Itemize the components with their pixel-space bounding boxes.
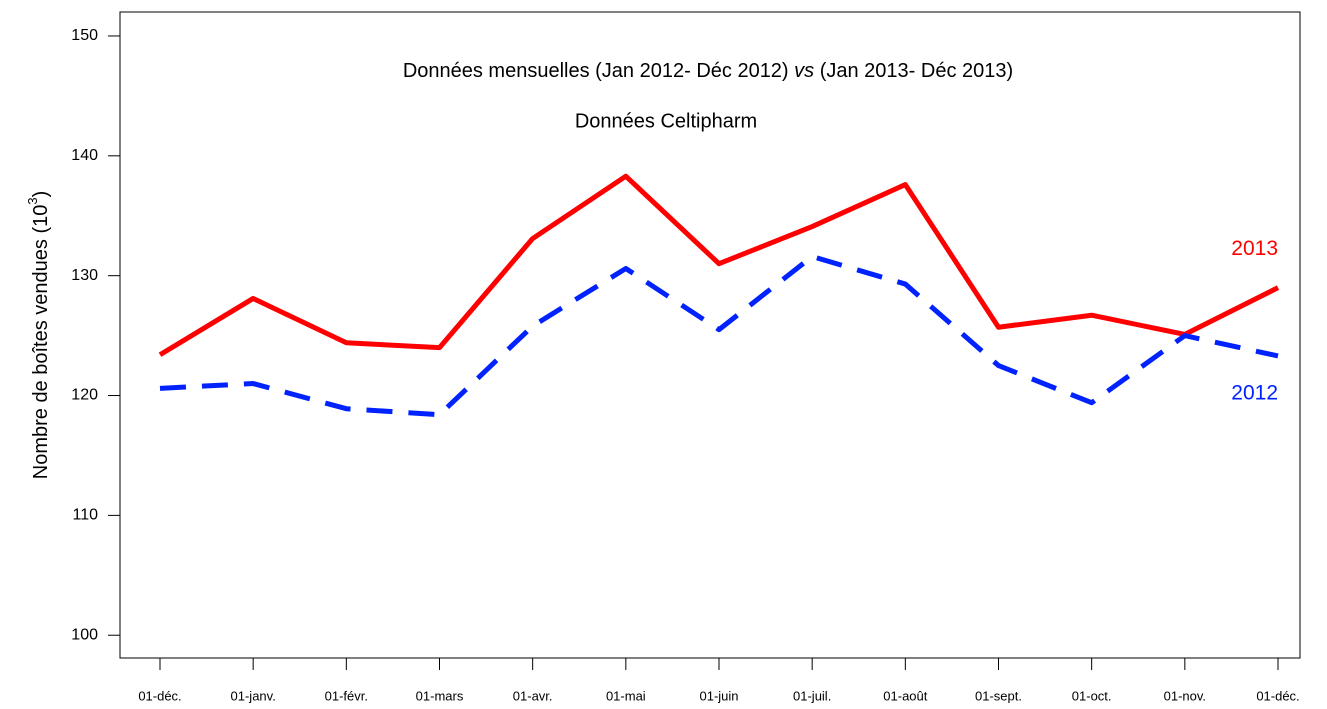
y-label-part: Nombre de boîtes vendues (10 <box>30 205 52 480</box>
title-part: (Jan 2013- Déc 2013) <box>814 60 1013 82</box>
x-tick-label: 01-avr. <box>513 688 553 703</box>
y-tick-label: 110 <box>72 507 98 524</box>
y-axis-label: Nombre de boîtes vendues (103) <box>25 191 52 480</box>
y-tick-label: 100 <box>71 626 98 643</box>
y-label-part: ) <box>30 191 52 198</box>
x-tick-label: 01-déc. <box>1256 688 1299 703</box>
x-tick-label: 01-janv. <box>231 688 276 703</box>
series-line <box>159 253 1279 418</box>
x-tick-label: 01-déc. <box>138 688 181 703</box>
x-tick-label: 01-août <box>883 688 927 703</box>
plot-frame <box>119 11 1301 659</box>
chart-title: Données mensuelles (Jan 2012- Déc 2012) … <box>403 60 1013 82</box>
title-part: Données mensuelles (Jan 2012- Déc 2012) <box>403 60 794 82</box>
y-tick-label: 130 <box>71 267 98 284</box>
series-label: 2013 <box>1231 237 1278 260</box>
x-tick-label: 01-mai <box>606 688 646 703</box>
x-tick-label: 01-oct. <box>1072 688 1112 703</box>
x-tick-label: 01-mars <box>416 688 464 703</box>
series-label: 2012 <box>1231 382 1278 405</box>
chart-subtitle: Données Celtipharm <box>575 110 757 132</box>
title-part: vs <box>794 60 814 82</box>
x-tick-label: 01-sept. <box>975 688 1022 703</box>
y-tick-label: 120 <box>71 387 98 404</box>
x-tick-label: 01-févr. <box>325 688 368 703</box>
x-tick-label: 01-nov. <box>1164 688 1206 703</box>
y-tick-label: 150 <box>71 27 98 44</box>
x-tick-label: 01-juil. <box>793 688 831 703</box>
series-line <box>158 173 1280 357</box>
y-tick-label: 140 <box>71 147 98 164</box>
x-tick-label: 01-juin <box>699 688 738 703</box>
y-label-part: 3 <box>25 197 40 204</box>
